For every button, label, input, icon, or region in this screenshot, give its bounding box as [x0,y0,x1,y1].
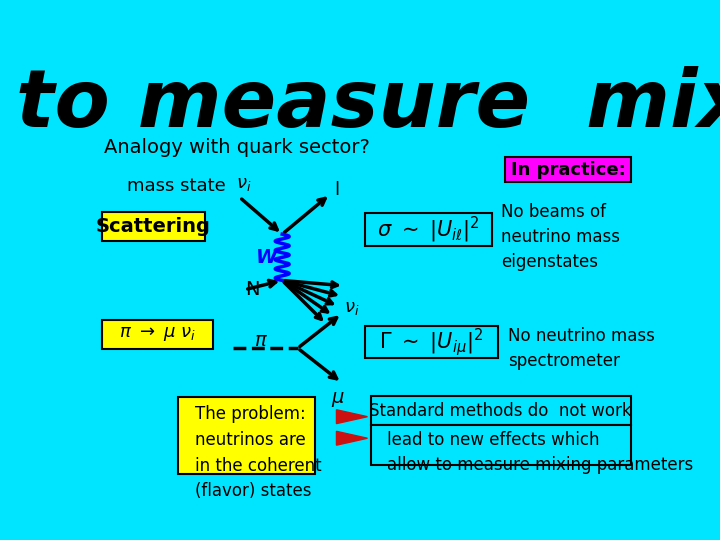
Text: $\Gamma\ \sim\ |U_{i\mu}|^2$: $\Gamma\ \sim\ |U_{i\mu}|^2$ [379,326,483,358]
Text: $\pi\ \rightarrow\ \mu\ \nu_i$: $\pi\ \rightarrow\ \mu\ \nu_i$ [119,325,196,343]
FancyBboxPatch shape [371,425,631,465]
Text: No beams of
neutrino mass
eigenstates: No beams of neutrino mass eigenstates [500,204,620,272]
Text: $\pi$: $\pi$ [253,331,268,350]
Text: No neutrino mass
spectrometer: No neutrino mass spectrometer [508,327,655,369]
Text: $\sigma\ \sim\ |U_{i\ell}|^2$: $\sigma\ \sim\ |U_{i\ell}|^2$ [377,214,480,245]
Text: N: N [245,280,259,299]
Text: mass state: mass state [127,178,226,195]
Polygon shape [336,410,367,423]
FancyBboxPatch shape [102,212,205,241]
Text: How to measure  mixing?: How to measure mixing? [0,65,720,144]
Text: Standard methods do  not work: Standard methods do not work [369,402,632,420]
FancyBboxPatch shape [365,213,492,246]
FancyBboxPatch shape [371,396,631,425]
Text: Analogy with quark sector?: Analogy with quark sector? [104,138,370,158]
Text: The problem:
neutrinos are
in the coherent
(flavor) states: The problem: neutrinos are in the cohere… [194,405,321,500]
FancyBboxPatch shape [102,320,213,349]
Text: In practice:: In practice: [510,161,626,179]
Text: $\nu_i$: $\nu_i$ [235,176,251,193]
FancyBboxPatch shape [179,397,315,474]
Text: W: W [256,248,277,267]
Polygon shape [336,431,367,445]
Text: $\mu$: $\mu$ [331,390,345,409]
Text: Scattering: Scattering [96,217,211,236]
Text: l: l [334,181,339,199]
Text: lead to new effects which
allow to measure mixing parameters: lead to new effects which allow to measu… [387,431,693,474]
FancyBboxPatch shape [505,157,631,182]
FancyBboxPatch shape [365,326,498,358]
Text: $\nu_i$: $\nu_i$ [344,299,360,317]
